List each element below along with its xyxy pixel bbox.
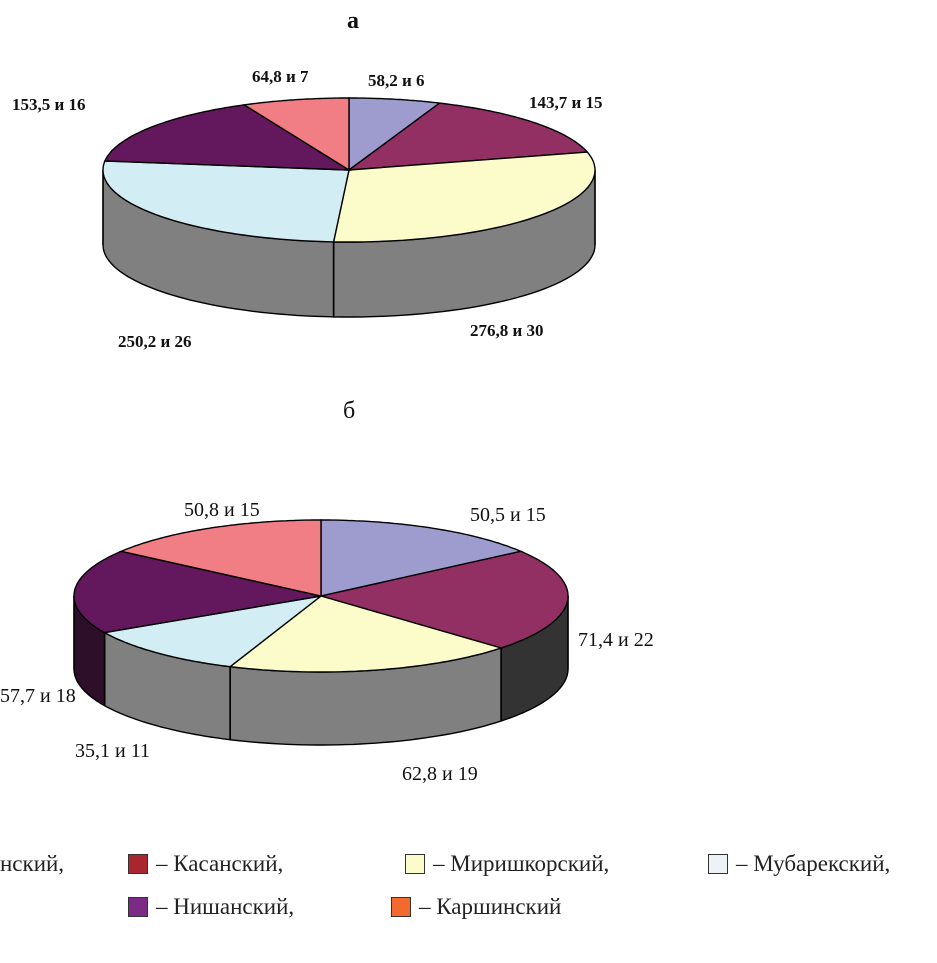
legend-swatch-nishan (128, 897, 148, 917)
legend-item-karshi: – Каршинский (391, 892, 561, 922)
legend-item-nishan: – Нишанский, (128, 892, 294, 922)
pie-slice (103, 104, 352, 171)
pie-slice (242, 97, 350, 172)
pie-slice (228, 595, 504, 673)
pie-slice (118, 519, 322, 597)
pie-chart-a: 58,2 и 6 143,7 и 15 276,8 и 30 250,2 и 26 15… (12, 67, 603, 351)
pie-slice (102, 595, 322, 668)
legend-label-karshi: – Каршинский (419, 894, 562, 919)
slice-label: 71,4 и 22 (578, 629, 654, 651)
slice-label: 153,5 и 16 (12, 95, 86, 114)
pie-slice (320, 519, 524, 597)
slice-label: 64,8 и 7 (252, 67, 309, 86)
legend-swatch-kasan (128, 854, 148, 874)
legend-swatch-mirishkor (405, 854, 425, 874)
legend-item-mubarek: – Мубарекский, (708, 849, 890, 879)
pie-slice (332, 151, 596, 243)
legend-item-mirishkor: – Миришкорский, (405, 849, 609, 879)
slice-label: 143,7 и 15 (529, 93, 603, 112)
slice-label: 62,8 и 19 (402, 763, 478, 785)
legend-item-partial: нский, (0, 851, 65, 876)
chart-a-title: а (347, 8, 359, 34)
pie-slice (348, 97, 442, 172)
legend-item-kasan: – Касанский, (128, 849, 283, 879)
slice-label: 276,8 и 30 (470, 321, 544, 340)
legend-label-mirishkor: – Миришкорский, (433, 851, 610, 876)
slice-label: 250,2 и 26 (118, 332, 192, 351)
legend-swatch-mubarek (708, 854, 728, 874)
legend-label-mubarek: – Мубарекский, (736, 851, 891, 876)
legend-label-nishan: – Нишанский, (156, 894, 295, 919)
legend-row-1: нский, (0, 849, 64, 879)
slice-label: 58,2 и 6 (368, 71, 425, 90)
pie-slice (102, 160, 350, 243)
slice-label: 35,1 и 11 (75, 740, 150, 762)
slice-label: 57,7 и 18 (0, 685, 76, 707)
pie-slice (346, 102, 589, 171)
chart-b-title: б (343, 398, 356, 424)
pie-slice (73, 550, 322, 634)
pie-charts: 58,2 и 6 143,7 и 15 276,8 и 30 250,2 и 26 15… (0, 67, 654, 785)
legend-label-kasan: – Касанский, (156, 851, 284, 876)
pie-slice (320, 550, 569, 649)
legend-swatch-karshi (391, 897, 411, 917)
pie-chart-b: 50,5 и 15 71,4 и 22 62,8 и 19 35,1 и 11 57,7… (0, 499, 654, 785)
slice-label: 50,5 и 15 (470, 504, 546, 526)
slice-label: 50,8 и 15 (184, 499, 260, 521)
